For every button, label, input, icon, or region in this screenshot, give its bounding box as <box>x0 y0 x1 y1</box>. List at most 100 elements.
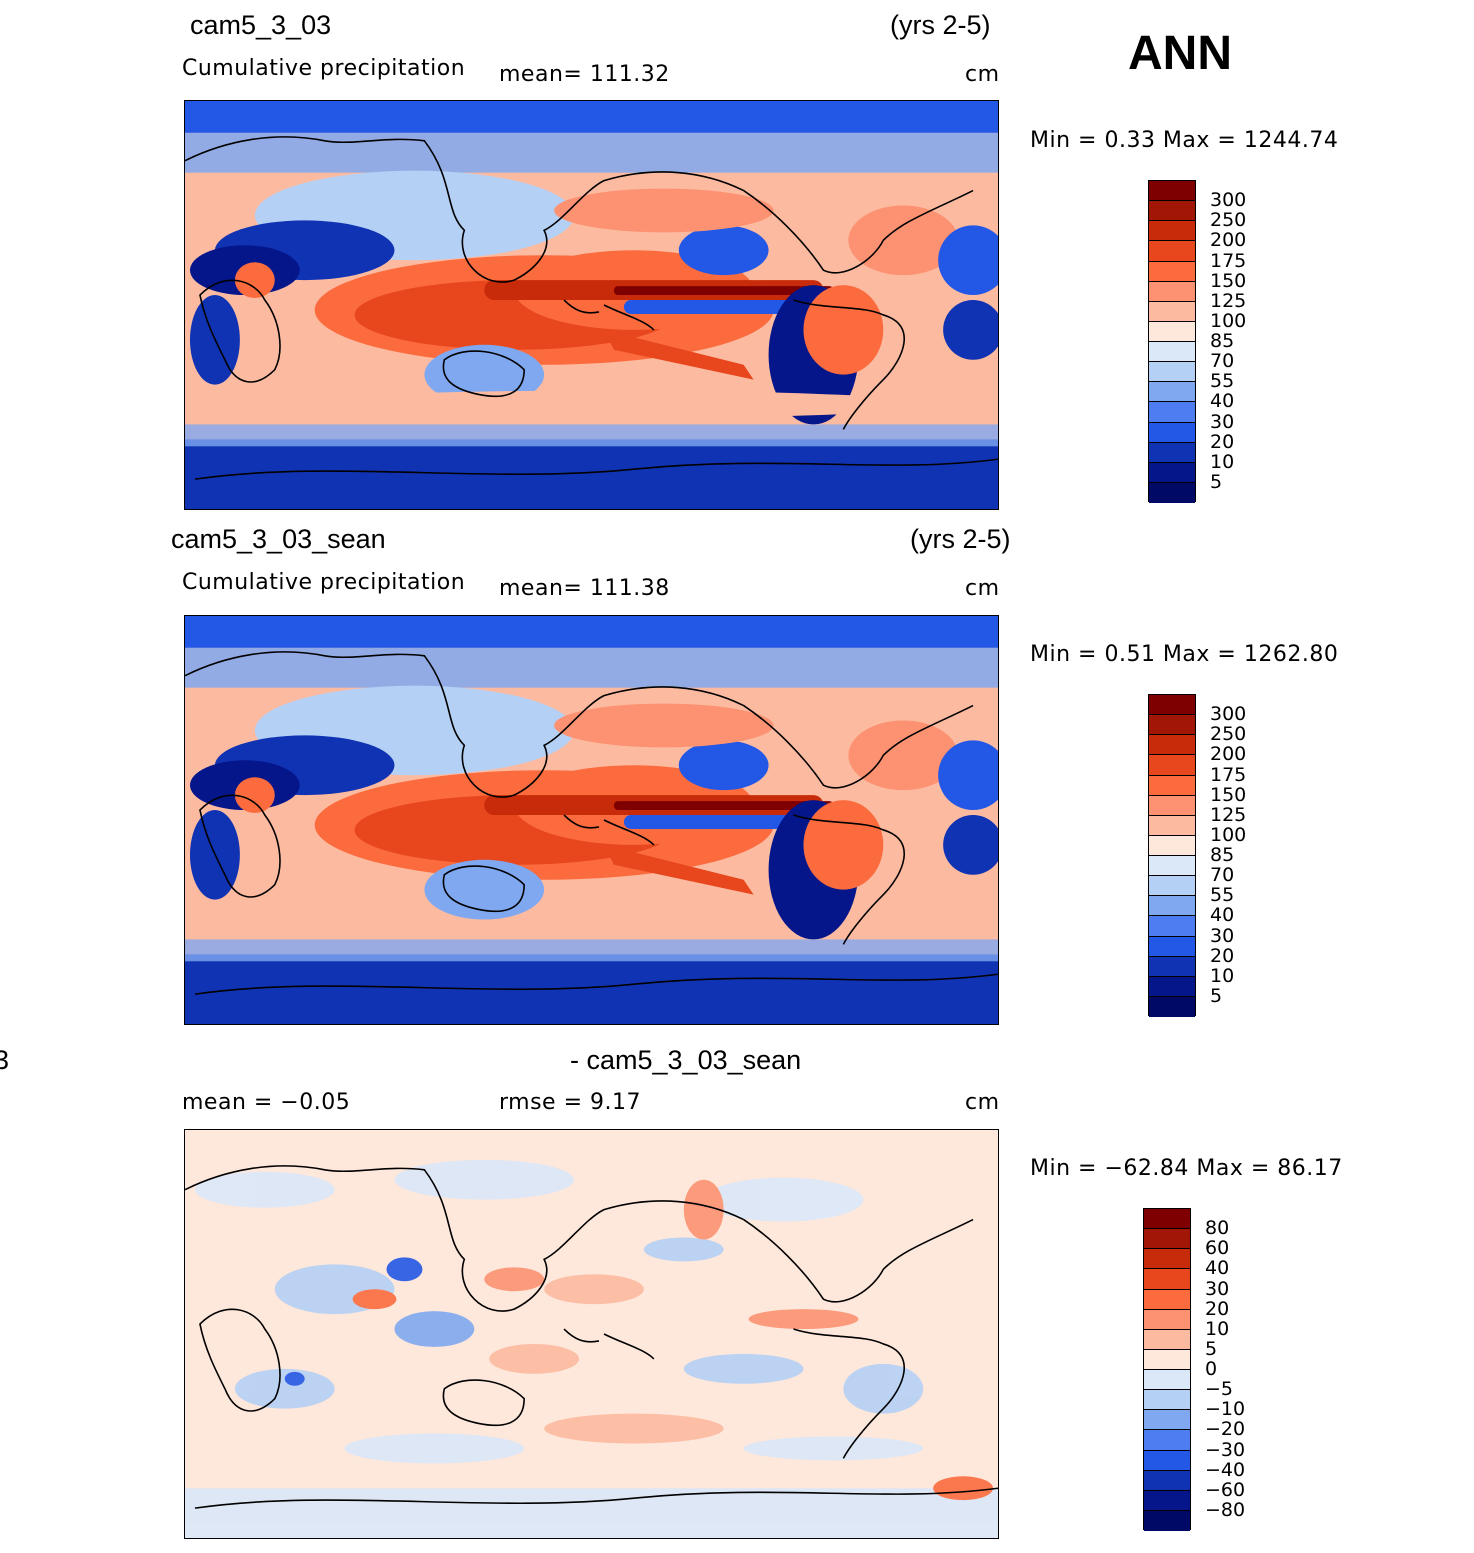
colorbar-swatch <box>1144 1269 1190 1290</box>
colorbar-tick-label: −60 <box>1205 1478 1246 1501</box>
colorbar-tick-label: −80 <box>1205 1498 1246 1521</box>
colorbar-tick-label: 300 <box>1210 189 1247 212</box>
colorbar-swatch <box>1144 1309 1190 1330</box>
colorbar-swatch <box>1149 715 1195 736</box>
colorbar-tick-label: 30 <box>1210 924 1235 947</box>
colorbar-swatch <box>1149 321 1195 342</box>
colorbar-swatch <box>1149 876 1195 897</box>
colorbar-tick-label: 250 <box>1210 723 1247 746</box>
colorbar-swatch <box>1149 221 1195 242</box>
panel1-minmax: Min = 0.33 Max = 1244.74 <box>1030 128 1339 153</box>
colorbar-tick-label: 20 <box>1210 944 1235 967</box>
colorbar-tick-label: 20 <box>1210 430 1235 453</box>
panel1-variable: Cumulative precipitation <box>182 56 466 81</box>
colorbar-swatch <box>1149 442 1195 463</box>
panel3-case-fragment: 3 <box>0 1045 10 1075</box>
colorbar-tick-label: 175 <box>1210 763 1247 786</box>
panel1-units: cm <box>965 62 1000 87</box>
colorbar-swatch <box>1144 1430 1190 1451</box>
colorbar-swatch <box>1149 422 1195 443</box>
colorbar-swatch <box>1149 775 1195 796</box>
colorbar-tick-label: 10 <box>1205 1317 1230 1340</box>
colorbar-swatch <box>1144 1370 1190 1391</box>
colorbar-swatch <box>1149 261 1195 282</box>
colorbar-tick-label: 175 <box>1210 249 1247 272</box>
panel3-units: cm <box>965 1090 1000 1115</box>
colorbar-swatch <box>1149 362 1195 383</box>
colorbar-swatch <box>1144 1490 1190 1511</box>
panel2-mean: mean= 111.38 <box>499 576 670 601</box>
colorbar-tick-label: −20 <box>1205 1418 1246 1441</box>
colorbar-tick-label: 70 <box>1210 350 1235 373</box>
colorbar-tick-label: 55 <box>1210 884 1235 907</box>
panel3-rmse: rmse = 9.17 <box>499 1090 641 1115</box>
panel2-case-name: cam5_3_03_sean <box>171 524 386 554</box>
colorbar-tick-label: 40 <box>1210 390 1235 413</box>
panel3-case-name: - cam5_3_03_sean <box>570 1045 802 1075</box>
colorbar-tick-label: 70 <box>1210 864 1235 887</box>
colorbar-swatch <box>1149 755 1195 776</box>
colorbar-swatch <box>1144 1410 1190 1431</box>
colorbar-swatch <box>1149 735 1195 756</box>
colorbar-swatch <box>1149 896 1195 917</box>
colorbar-tick-label: 5 <box>1210 470 1223 493</box>
colorbar-tick-label: 200 <box>1210 229 1247 252</box>
colorbar-swatch <box>1149 281 1195 302</box>
colorbar-tick-label: 10 <box>1210 964 1235 987</box>
colorbar-tick-label: 250 <box>1210 209 1247 232</box>
panel2-map <box>184 615 999 1025</box>
panel1-map-svg <box>185 101 998 509</box>
panel3-map <box>184 1129 999 1539</box>
colorbar-tick-label: −30 <box>1205 1438 1246 1461</box>
colorbar-tick-label: 80 <box>1205 1217 1230 1240</box>
colorbar-swatch <box>1149 201 1195 222</box>
colorbar-swatch <box>1149 181 1195 202</box>
colorbar-swatch <box>1149 795 1195 816</box>
colorbar-swatch <box>1144 1349 1190 1370</box>
colorbar-swatch <box>1149 301 1195 322</box>
panel3-colorbar <box>1143 1208 1191 1531</box>
panel1-years: (yrs 2-5) <box>890 10 991 40</box>
colorbar-tick-label: 5 <box>1210 984 1223 1007</box>
colorbar-tick-label: 60 <box>1205 1237 1230 1260</box>
colorbar-tick-label: 85 <box>1210 844 1235 866</box>
colorbar-swatch <box>1149 956 1195 977</box>
colorbar-tick-label: 40 <box>1210 904 1235 927</box>
panel2-units: cm <box>965 576 1000 601</box>
colorbar-swatch <box>1149 482 1195 503</box>
colorbar-swatch <box>1144 1390 1190 1411</box>
colorbar-tick-label: 40 <box>1205 1257 1230 1280</box>
colorbar-swatch <box>1149 241 1195 262</box>
panel2-map-svg <box>185 616 998 1024</box>
colorbar-swatch <box>1149 342 1195 363</box>
colorbar-swatch <box>1149 402 1195 423</box>
colorbar-tick-label: 30 <box>1210 410 1235 433</box>
colorbar-tick-label: 150 <box>1210 783 1247 806</box>
colorbar-tick-label: 125 <box>1210 289 1247 312</box>
colorbar-tick-label: 20 <box>1205 1297 1230 1320</box>
colorbar-tick-label: 300 <box>1210 703 1247 726</box>
panel2-years: (yrs 2-5) <box>910 524 1011 554</box>
colorbar-tick-label: −10 <box>1205 1398 1246 1421</box>
colorbar-tick-label: −40 <box>1205 1458 1246 1481</box>
colorbar-swatch <box>1144 1470 1190 1491</box>
panel1-colorbar <box>1148 180 1196 503</box>
colorbar-swatch <box>1149 996 1195 1017</box>
colorbar-tick-label: 30 <box>1205 1277 1230 1300</box>
colorbar-tick-label: −5 <box>1205 1378 1234 1401</box>
colorbar-tick-label: 85 <box>1210 330 1235 352</box>
panel1-case-name: cam5_3_03 <box>190 10 332 40</box>
panel3-minmax: Min = −62.84 Max = 86.17 <box>1030 1156 1343 1181</box>
colorbar-tick-label: 0 <box>1205 1358 1218 1380</box>
colorbar-swatch <box>1144 1450 1190 1471</box>
panel2-colorbar <box>1148 694 1196 1017</box>
colorbar-swatch <box>1149 835 1195 856</box>
colorbar-tick-label: 55 <box>1210 370 1235 393</box>
colorbar-swatch <box>1144 1209 1190 1230</box>
panel3-mean: mean = −0.05 <box>182 1090 351 1115</box>
colorbar-tick-label: 10 <box>1210 450 1235 473</box>
panel1-map <box>184 100 999 510</box>
colorbar-swatch <box>1149 695 1195 716</box>
colorbar-swatch <box>1149 976 1195 997</box>
colorbar-tick-label: 125 <box>1210 803 1247 826</box>
